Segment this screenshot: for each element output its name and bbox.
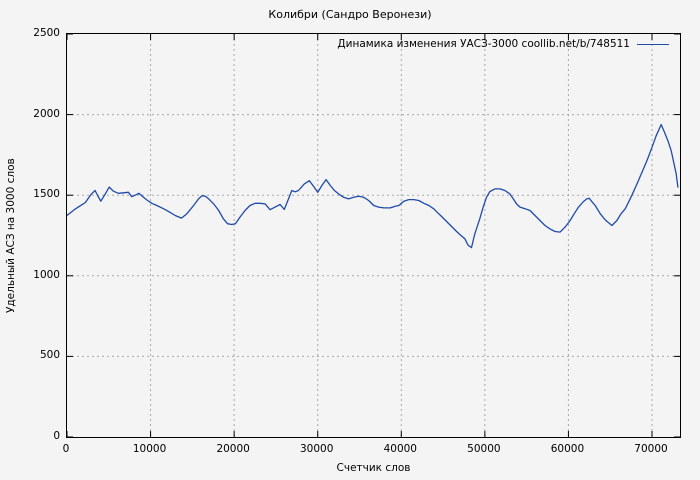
plot-area: Динамика изменения УАСЗ-3000 coollib.net… — [66, 33, 681, 438]
chart-title: Колибри (Сандро Веронези) — [268, 8, 432, 21]
y-tick-label: 2500 — [33, 27, 60, 39]
x-tick-label: 60000 — [550, 443, 585, 455]
y-axis-label: Удельный АСЗ на 3000 слов — [5, 158, 17, 313]
x-tick-label: 0 — [62, 443, 70, 455]
plot-svg — [67, 34, 680, 437]
x-tick-label: 70000 — [634, 443, 668, 455]
y-tick-label: 2000 — [33, 107, 60, 120]
y-tick-label: 500 — [39, 349, 60, 362]
x-tick-label: 30000 — [300, 443, 334, 455]
x-axis-label: Счетчик слов — [336, 462, 411, 474]
data-line — [67, 123, 679, 249]
legend-label: Динамика изменения УАСЗ-3000 coollib.net… — [337, 38, 630, 50]
y-tick-label: 0 — [53, 430, 60, 442]
y-tick-label: 1000 — [33, 268, 60, 281]
x-tick-label: 40000 — [383, 443, 417, 455]
x-tick-label: 20000 — [216, 443, 250, 455]
y-tick-label: 1500 — [33, 188, 60, 201]
legend: Динамика изменения УАСЗ-3000 coollib.net… — [337, 38, 669, 51]
x-tick-label: 50000 — [467, 443, 501, 455]
x-tick-label: 10000 — [132, 443, 167, 455]
legend-line-sample — [637, 44, 669, 45]
